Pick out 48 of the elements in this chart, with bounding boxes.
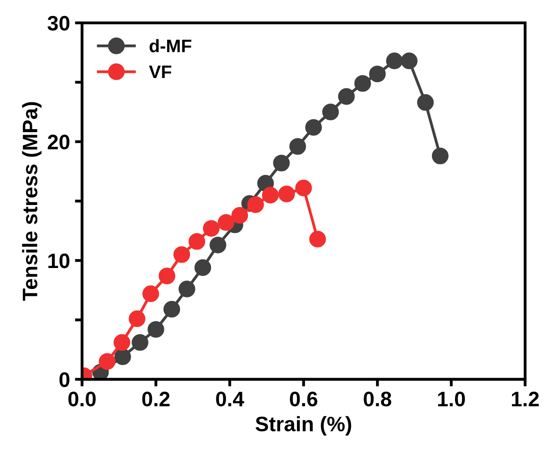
point xyxy=(202,220,220,237)
point xyxy=(247,196,264,213)
y-axis-title: Tensile stress (MPa) xyxy=(22,102,42,301)
y-tick-label: 20 xyxy=(48,134,70,150)
x-tick-label: 0.2 xyxy=(142,392,170,406)
legend-label: VF xyxy=(148,66,172,78)
point xyxy=(338,88,355,105)
point xyxy=(114,334,130,351)
x-tick-label: 0.4 xyxy=(216,392,244,406)
x-tick-label: 0.0 xyxy=(68,392,96,406)
point xyxy=(188,233,206,250)
point xyxy=(295,180,312,196)
point xyxy=(386,52,403,70)
y-tick-label: 10 xyxy=(48,253,70,268)
point xyxy=(128,310,146,328)
y-tick-label: 0 xyxy=(59,372,70,388)
point xyxy=(289,138,306,155)
point xyxy=(173,246,190,263)
point xyxy=(305,119,322,136)
point xyxy=(218,214,234,231)
point xyxy=(114,348,131,366)
point xyxy=(148,321,164,338)
point xyxy=(322,104,339,120)
x-axis-title: Strain (%) xyxy=(256,416,352,436)
y-tick-label: 30 xyxy=(48,16,70,31)
point xyxy=(273,154,290,172)
point xyxy=(354,75,371,92)
point xyxy=(262,186,279,204)
x-tick-label: 1.2 xyxy=(512,392,539,406)
point xyxy=(278,186,295,202)
point xyxy=(369,66,386,82)
point xyxy=(98,353,116,370)
point xyxy=(158,268,176,284)
point xyxy=(231,207,248,224)
point xyxy=(400,52,418,70)
point xyxy=(432,148,449,164)
x-tick-label: 0.6 xyxy=(290,392,318,406)
x-tick-label: 1.0 xyxy=(438,392,465,406)
point xyxy=(163,300,180,318)
point xyxy=(309,230,326,248)
x-tick-label: 0.8 xyxy=(364,392,392,406)
legend-label: d-MF xyxy=(150,39,192,52)
point xyxy=(210,236,226,254)
point xyxy=(132,334,148,351)
point xyxy=(142,285,160,302)
point xyxy=(194,259,212,276)
point xyxy=(178,280,196,298)
point xyxy=(417,94,434,111)
